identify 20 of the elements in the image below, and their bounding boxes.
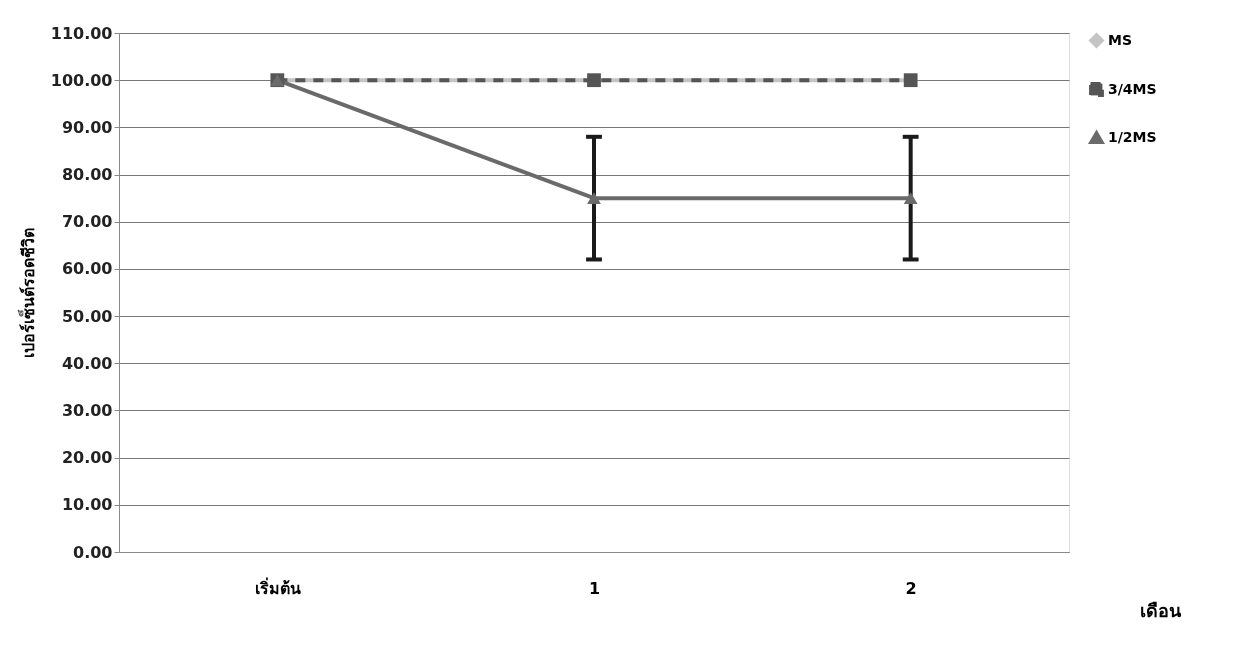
y-axis-title: เปอร์เซ็นต์รอดชีวิต bbox=[16, 228, 38, 358]
y-tick-label: 0.00 bbox=[73, 542, 113, 562]
y-tick-label: 20.00 bbox=[61, 448, 113, 468]
y-tick-label: 40.00 bbox=[61, 353, 113, 373]
y-tick-label: 80.00 bbox=[61, 165, 113, 185]
legend-label: MS bbox=[1108, 31, 1133, 48]
x-tick-label: เริ่มต้น bbox=[254, 576, 301, 598]
y-tick-label: 50.00 bbox=[61, 306, 113, 326]
y-tick-label: 100.00 bbox=[50, 70, 113, 90]
y-tick-label: 10.00 bbox=[61, 495, 113, 515]
y-tick-label: 60.00 bbox=[61, 259, 113, 279]
y-tick-label: 110.00 bbox=[50, 23, 113, 43]
y-tick-label: 30.00 bbox=[61, 400, 113, 420]
y-tick-label: 70.00 bbox=[61, 212, 113, 232]
y-tick-label: 90.00 bbox=[61, 117, 113, 137]
x-tick-label: 1 bbox=[588, 578, 601, 598]
x-tick-label: 2 bbox=[905, 578, 917, 598]
x-axis-title: เดือน bbox=[1139, 599, 1182, 621]
legend-label: 1/2MS bbox=[1108, 128, 1157, 145]
legend-label: 3/4MS bbox=[1108, 80, 1157, 97]
